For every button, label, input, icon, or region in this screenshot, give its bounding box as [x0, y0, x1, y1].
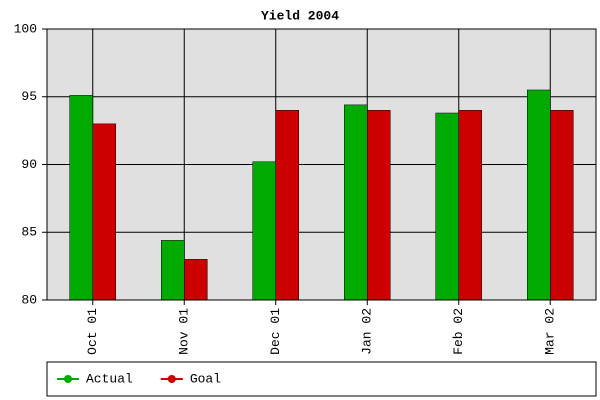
- bar: [92, 123, 116, 301]
- legend-label: Actual: [86, 371, 133, 386]
- x-tick-label: Mar 02: [543, 308, 558, 355]
- chart-title: Yield 2004: [261, 8, 339, 23]
- bar: [550, 110, 574, 301]
- x-tick-label: Oct 01: [85, 308, 100, 355]
- legend-box: [46, 361, 597, 397]
- bar: [458, 110, 482, 301]
- bar: [527, 89, 551, 301]
- bar: [161, 240, 185, 301]
- x-tick-label: Nov 01: [177, 308, 192, 355]
- legend-marker: [167, 375, 176, 383]
- bar: [252, 161, 276, 301]
- y-tick-label: 90: [21, 157, 37, 172]
- bar: [275, 110, 299, 301]
- y-tick-label: 95: [21, 89, 37, 104]
- legend-marker: [64, 375, 72, 383]
- bar: [344, 104, 368, 301]
- bar: [367, 110, 391, 301]
- legend-label: Goal: [190, 371, 221, 386]
- y-tick-label: 85: [21, 225, 37, 240]
- bar: [184, 259, 208, 301]
- x-tick-label: Jan 02: [360, 308, 375, 355]
- x-tick-label: Dec 01: [268, 308, 283, 355]
- plot-border: [46, 28, 597, 301]
- y-tick-label: 100: [14, 21, 37, 36]
- x-tick-label: Feb 02: [451, 308, 466, 355]
- y-tick-label: 80: [21, 292, 37, 307]
- bar: [435, 112, 459, 301]
- bar: [69, 95, 93, 301]
